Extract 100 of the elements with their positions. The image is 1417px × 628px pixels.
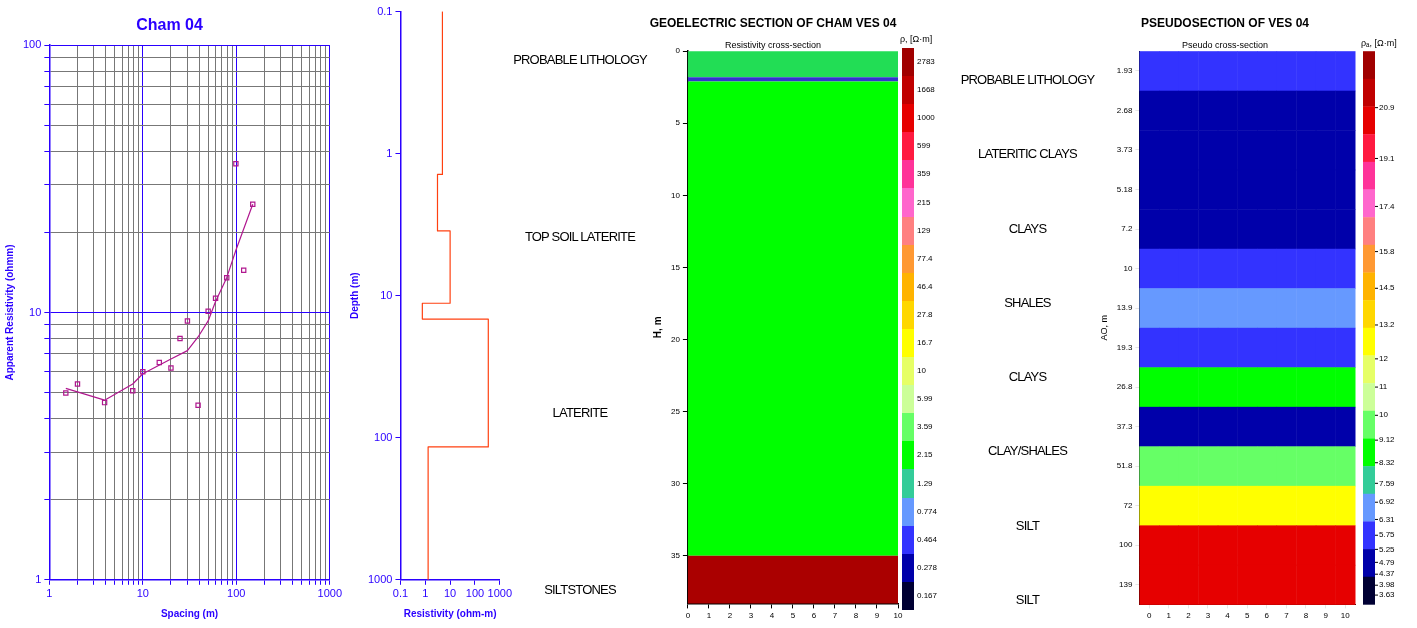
color-bar-label: 3.63 [1379,590,1396,600]
text: 46.4 [917,281,933,292]
text: 599 [917,141,931,152]
y-tick-label: 100 [1119,540,1133,550]
text: SILTSTONES [544,581,616,597]
color-bar-label: 6.31 [1379,514,1396,524]
x-axis-title: Resistivity (ohm-m) [403,607,497,619]
color-bar-label: 17.4 [1379,201,1396,211]
y-tick-label: 0 [675,46,681,56]
color-bar-label: 4.37 [1379,569,1396,579]
y-tick-label: 10 [670,190,681,200]
x-tick-label: 10 [1340,611,1351,621]
y-tick-label: 19.3 [1116,342,1133,352]
text: SILT [1015,517,1040,533]
y-tick-label: 100 [374,430,393,443]
text: 0.167 [917,590,938,601]
y-tick-label: 1 [386,146,393,159]
text: 215 [917,197,931,208]
text: 77.4 [917,253,933,264]
y-tick-label: 10 [380,288,393,301]
x-tick-label: 3 [748,611,754,621]
x-tick-label: 1 [1166,611,1172,621]
color-bar-label: 14.5 [1379,283,1396,293]
y-tick-label: 1 [35,572,42,585]
color-bar-label: 3.98 [1379,580,1396,590]
y-tick-label: 72 [1123,500,1133,510]
color-bar-title: ρₐ, [Ω·m] [1361,38,1397,49]
text: CLAYS [1008,220,1047,236]
y-tick-label: 7.2 [1121,224,1133,234]
y-tick-label: 10 [29,305,42,318]
chart-title: GEOELECTRIC SECTION OF CHAM VES 04 [649,15,897,30]
x-tick-label: 6 [811,611,817,621]
x-tick-label: 1 [706,611,712,621]
text: TOP SOIL LATERITE [524,228,636,244]
x-tick-label: 10 [443,587,457,600]
text: 0.464 [917,534,938,545]
x-tick-label: 0.1 [392,587,409,600]
text: PROBABLE LITHOLOGY [960,72,1095,87]
text: 0.278 [917,562,938,573]
y-tick-label: 35 [670,551,681,561]
text: LATERITE [552,405,608,421]
y-tick-label: 0.1 [377,4,393,17]
y-tick-label: 20 [670,334,681,344]
y-tick-label: 26.8 [1116,382,1133,392]
x-tick-label: 4 [769,611,775,621]
y-tick-label: 3.73 [1116,145,1133,155]
text: PROBABLE LITHOLOGY [513,52,647,67]
x-tick-label: 7 [832,611,838,621]
color-bar-label: 10 [1379,410,1389,420]
text: 1668 [917,85,935,96]
x-tick-label: 1 [422,587,429,600]
color-bar-label: 15.8 [1379,246,1396,256]
text: 27.8 [917,309,933,320]
x-tick-label: 8 [1303,611,1309,621]
color-bar-label: 9.12 [1379,435,1396,445]
text: 2.15 [917,450,933,461]
y-tick-label: 13.9 [1116,303,1133,313]
y-axis-title: H, m [651,316,663,339]
y-tick-label: 1000 [367,572,393,585]
color-bar-label: 20.9 [1379,102,1396,112]
text: 5.99 [917,394,933,405]
x-tick-label: 4 [1225,611,1231,621]
text: 0.774 [917,506,938,517]
x-tick-label: 6 [1264,611,1270,621]
y-tick-label: 51.8 [1116,461,1133,471]
text: SILT [1015,591,1040,607]
x-tick-label: 7 [1284,611,1290,621]
x-tick-label: 0 [685,611,691,621]
color-bar-label: 4.79 [1379,557,1396,567]
x-tick-label: 5 [790,611,796,621]
x-tick-label: 0 [1146,611,1152,621]
x-tick-label: 5 [1244,611,1250,621]
color-bar-label: 8.32 [1379,457,1396,467]
text: 3.59 [917,422,933,433]
color-bar-label: 6.92 [1379,497,1396,507]
chart-title: PSEUDOSECTION OF VES 04 [1140,15,1310,30]
color-bar-label: 7.59 [1379,478,1396,488]
y-tick-label: 5.18 [1116,184,1133,194]
y-axis-title: AO, m [1098,315,1109,341]
text: 10 [917,366,926,377]
text: 1000 [917,113,935,124]
color-bar-label: 11 [1379,382,1388,392]
text: 1.29 [917,478,933,489]
x-tick-label: 2 [1186,611,1192,621]
x-tick-label: 3 [1205,611,1211,621]
chart-subtitle: Resistivity cross-section [724,40,822,51]
x-tick-label: 10 [893,611,903,621]
text: SHALES [1004,294,1051,310]
color-bar-label: 5.75 [1379,530,1396,540]
x-axis-title: Spacing (m) [160,607,219,619]
color-bar-label: 12 [1379,354,1389,364]
x-tick-label: 100 [227,587,246,600]
y-tick-label: 37.3 [1116,421,1133,431]
text: CLAYS [1008,369,1047,385]
text: ρ, [Ω·m] [900,34,933,44]
y-tick-label: 2.68 [1116,105,1133,115]
text: 129 [917,225,931,236]
y-tick-label: 25 [670,406,681,416]
text: CLAY/SHALES [987,443,1068,459]
x-tick-label: 1000 [317,587,343,600]
